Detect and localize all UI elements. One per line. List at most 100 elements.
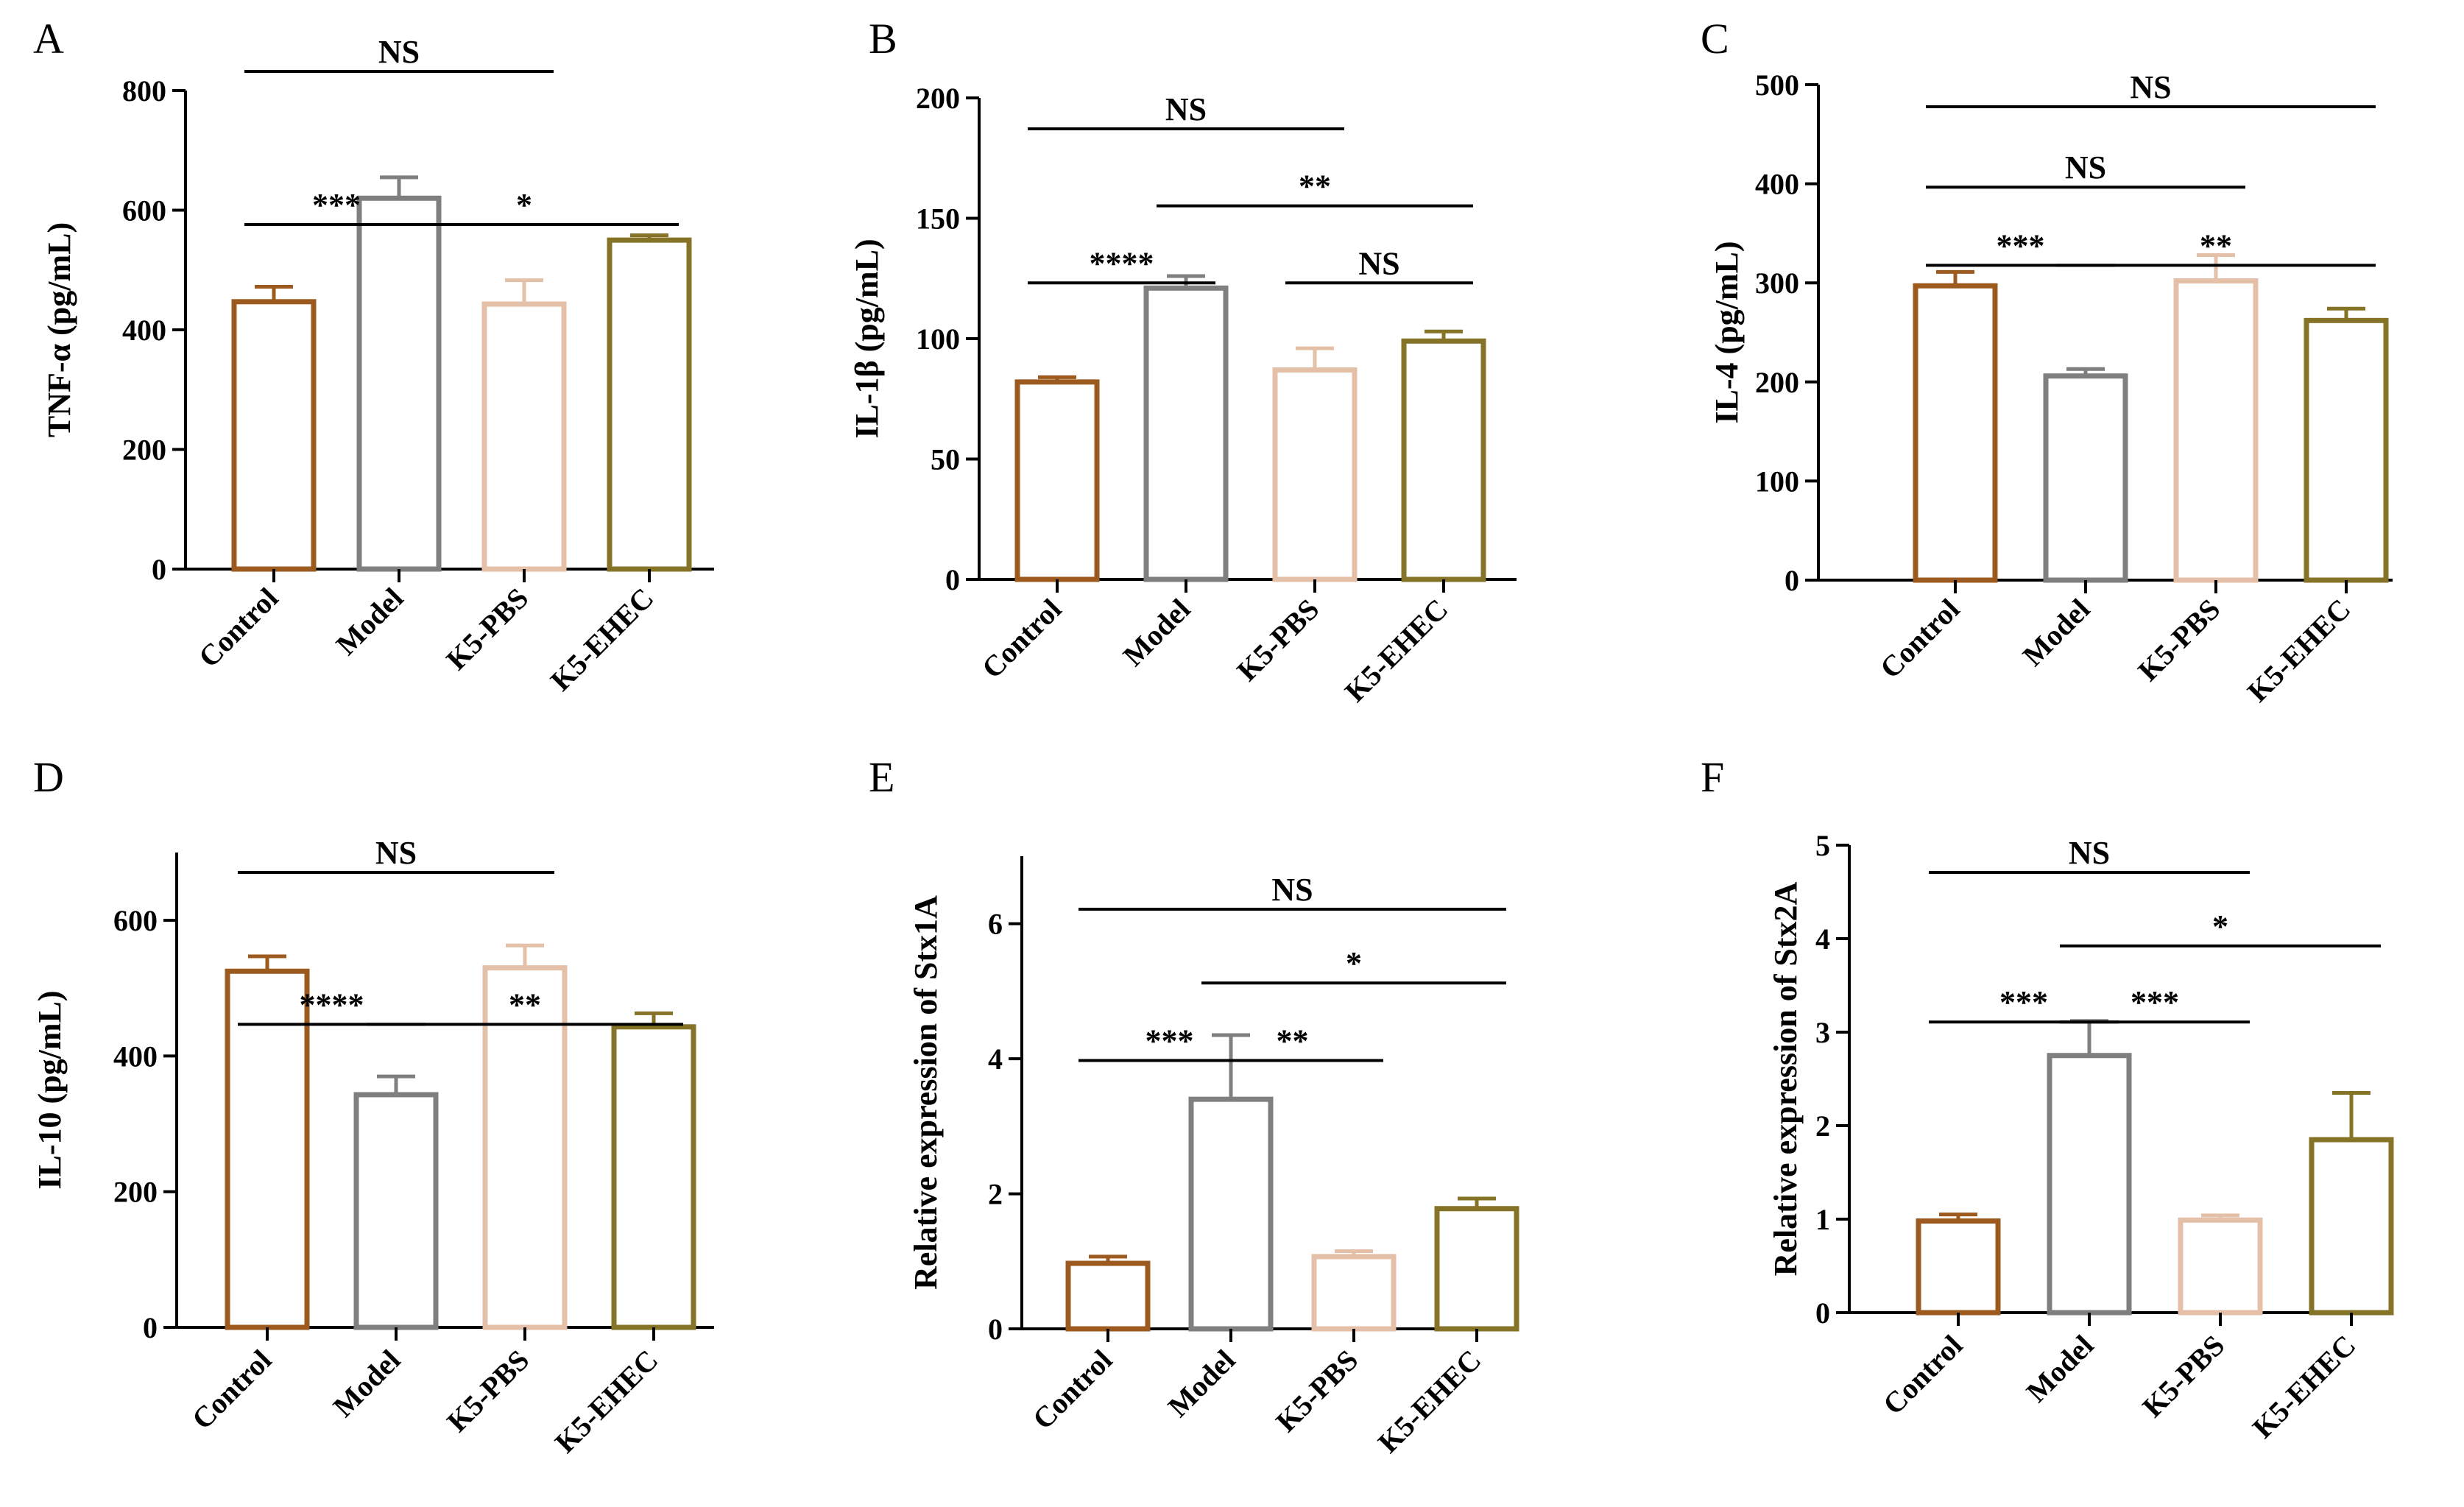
- bar-model: [353, 1092, 439, 1330]
- category-label: K5-PBS: [440, 1344, 535, 1439]
- significance-label: *: [2212, 908, 2228, 945]
- bar-k5-pbs: [1272, 367, 1358, 582]
- bar-control: [1916, 1218, 2001, 1316]
- significance-label: NS: [1165, 91, 1207, 127]
- y-tick-label: 3: [1815, 1016, 1830, 1049]
- bar-control: [1065, 1260, 1151, 1332]
- category-label: K5-EHEC: [548, 1344, 665, 1460]
- y-tick-label: 100: [916, 322, 960, 356]
- y-tick-label: 4: [988, 1042, 1003, 1076]
- significance-label: ***: [2131, 984, 2179, 1020]
- category-label: K5-PBS: [2136, 1329, 2231, 1424]
- bar-k5-ehec: [611, 1024, 696, 1330]
- bar-model: [2047, 1053, 2132, 1316]
- y-tick-label: 0: [152, 553, 166, 586]
- y-tick-label: 0: [1785, 564, 1799, 597]
- bar-model: [2043, 373, 2128, 583]
- significance-label: ***: [1145, 1023, 1194, 1059]
- y-axis-label: TNF-α (pg/mL): [41, 222, 77, 437]
- y-tick-label: 300: [1755, 267, 1799, 300]
- significance-label: ***: [1997, 227, 2045, 264]
- y-axis-label: IL-4 (pg/mL): [1709, 241, 1745, 423]
- y-axis-label: Relative expression of Stx2A: [1768, 881, 1804, 1276]
- significance-label: **: [1277, 1023, 1309, 1059]
- significance-label: NS: [1271, 872, 1313, 908]
- y-tick-label: 5: [1815, 829, 1830, 862]
- y-tick-label: 600: [122, 194, 166, 227]
- significance-label: *: [1346, 945, 1362, 981]
- category-label: K5-PBS: [1230, 593, 1325, 688]
- y-tick-label: 2: [1815, 1109, 1830, 1143]
- bar-model: [1143, 285, 1229, 582]
- y-tick-label: 50: [931, 443, 960, 476]
- y-axis-label: Relative expression of Stx1A: [908, 895, 944, 1290]
- panel-letter: A: [33, 15, 64, 63]
- y-tick-label: 6: [988, 908, 1003, 941]
- panel-e: E 0 2 4 6 Relative expression of Stx1A Control…: [869, 753, 1519, 1460]
- significance-label: ***: [312, 187, 361, 223]
- panel-d: D 0 200 400 600 IL-10 (pg/mL) Control Model K5-P…: [32, 753, 714, 1459]
- category-label: Control: [1874, 593, 1966, 685]
- significance-label: NS: [375, 835, 417, 871]
- panel-c: C 0 100 200 300 400 500 IL-4 (pg/mL) Control Mode…: [1701, 15, 2393, 708]
- category-label: Model: [1162, 1344, 1242, 1424]
- panel-letter: B: [869, 15, 897, 63]
- category-label: K5-EHEC: [1372, 1344, 1488, 1460]
- bar-control: [231, 299, 317, 572]
- y-tick-label: 1: [1815, 1203, 1830, 1236]
- y-tick-label: 800: [122, 74, 166, 107]
- y-tick-label: 200: [916, 82, 960, 115]
- bar-k5-pbs: [2173, 278, 2259, 583]
- y-tick-label: 100: [1755, 465, 1799, 498]
- category-label: Control: [975, 593, 1068, 685]
- panel-letter: F: [1701, 753, 1724, 801]
- y-tick-label: 0: [1815, 1296, 1830, 1330]
- y-tick-label: 500: [1755, 68, 1799, 102]
- panel-f: F 0 1 2 3 4 5 Relative expression of Stx2A Contr…: [1701, 753, 2394, 1445]
- category-label: K5-PBS: [1269, 1344, 1364, 1439]
- panel-letter: E: [869, 753, 894, 801]
- category-label: Model: [2020, 1329, 2100, 1409]
- y-tick-label: 0: [945, 563, 960, 596]
- bar-k5-pbs: [1311, 1254, 1397, 1332]
- y-tick-label: 4: [1815, 922, 1830, 956]
- y-tick-label: 0: [143, 1311, 158, 1344]
- bar-k5-pbs: [2178, 1217, 2263, 1316]
- significance-label: NS: [1358, 245, 1399, 281]
- category-label: Model: [2016, 593, 2097, 673]
- significance-label: **: [1299, 169, 1331, 205]
- bar-control: [1913, 283, 1998, 583]
- significance-label: NS: [2069, 835, 2110, 871]
- y-tick-label: 600: [113, 904, 158, 937]
- significance-label: **: [2200, 227, 2232, 264]
- y-tick-label: 2: [988, 1178, 1003, 1211]
- bar-k5-ehec: [2304, 317, 2389, 583]
- bar-k5-ehec: [607, 237, 692, 572]
- y-tick-label: 200: [113, 1176, 158, 1209]
- significance-label: NS: [378, 34, 420, 70]
- bar-k5-ehec: [1434, 1206, 1519, 1332]
- y-tick-label: 150: [916, 202, 960, 236]
- bar-control: [225, 968, 310, 1330]
- category-label: Control: [1877, 1329, 1969, 1422]
- y-tick-label: 200: [122, 434, 166, 467]
- category-label: K5-EHEC: [2246, 1329, 2362, 1445]
- panel-letter: C: [1701, 15, 1729, 63]
- y-axis-label: IL-10 (pg/mL): [32, 990, 68, 1189]
- y-axis-label: IL-1β (pg/mL): [849, 239, 885, 438]
- category-label: Model: [330, 582, 410, 662]
- category-label: K5-EHEC: [544, 582, 660, 698]
- significance-label: **: [509, 987, 541, 1023]
- panel-a: A 0 200 400 600 800 TNF-α (pg/mL) Control Model K…: [33, 15, 714, 697]
- significance-label: ***: [1999, 984, 2048, 1020]
- y-tick-label: 400: [1755, 168, 1799, 201]
- significance-label: ****: [300, 987, 364, 1023]
- bar-k5-pbs: [482, 965, 568, 1330]
- category-label: K5-EHEC: [2241, 593, 2357, 709]
- y-tick-label: 200: [1755, 366, 1799, 399]
- y-tick-label: 400: [113, 1040, 158, 1073]
- bar-model: [1188, 1096, 1274, 1332]
- bar-control: [1014, 379, 1100, 582]
- bar-model: [356, 195, 442, 572]
